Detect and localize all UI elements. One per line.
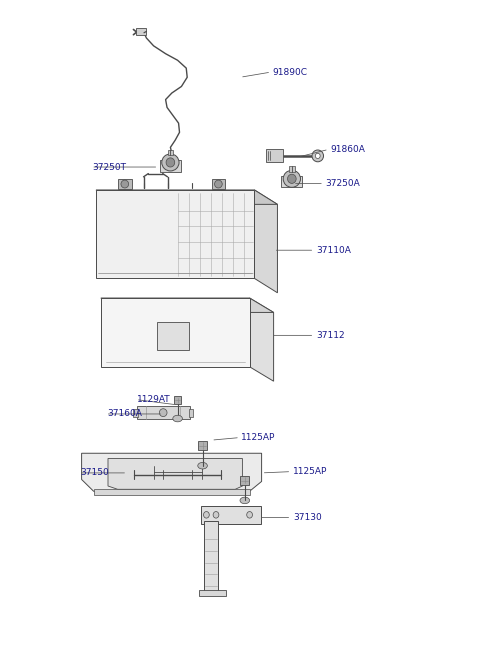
Bar xyxy=(199,590,226,596)
Text: 37150: 37150 xyxy=(81,468,109,477)
Text: 37160A: 37160A xyxy=(107,409,142,419)
Ellipse shape xyxy=(215,180,222,188)
Ellipse shape xyxy=(283,170,300,187)
Text: 91890C: 91890C xyxy=(273,67,308,77)
Polygon shape xyxy=(108,458,242,489)
Bar xyxy=(189,409,193,417)
Ellipse shape xyxy=(159,409,167,417)
Bar xyxy=(157,322,189,350)
Text: 1125AP: 1125AP xyxy=(293,467,327,476)
Ellipse shape xyxy=(312,150,324,162)
Text: 37250A: 37250A xyxy=(325,179,360,188)
Polygon shape xyxy=(101,298,274,312)
Bar xyxy=(101,298,250,367)
Bar xyxy=(133,409,138,417)
Text: 37250T: 37250T xyxy=(93,162,127,172)
Text: 1125AP: 1125AP xyxy=(241,433,276,442)
Ellipse shape xyxy=(173,415,182,422)
Ellipse shape xyxy=(315,153,320,159)
Bar xyxy=(94,489,250,495)
Ellipse shape xyxy=(121,180,129,188)
Bar xyxy=(137,406,190,419)
Bar xyxy=(174,396,181,404)
Bar xyxy=(289,166,295,172)
Ellipse shape xyxy=(204,512,209,518)
Bar xyxy=(118,179,132,189)
Bar xyxy=(281,176,302,187)
Text: 1129AT: 1129AT xyxy=(137,395,171,404)
Text: 37110A: 37110A xyxy=(316,246,351,255)
Polygon shape xyxy=(82,453,262,491)
Ellipse shape xyxy=(166,158,175,167)
Bar xyxy=(201,506,261,524)
Ellipse shape xyxy=(247,512,252,518)
Text: 37130: 37130 xyxy=(293,513,322,522)
Polygon shape xyxy=(96,190,277,204)
Bar xyxy=(136,28,146,35)
Text: 37112: 37112 xyxy=(316,331,345,340)
Ellipse shape xyxy=(240,497,250,504)
Polygon shape xyxy=(254,190,277,293)
Ellipse shape xyxy=(213,512,219,518)
Bar xyxy=(204,521,218,593)
Bar xyxy=(212,179,225,189)
Bar xyxy=(96,190,254,278)
Polygon shape xyxy=(250,298,274,381)
Ellipse shape xyxy=(288,174,296,183)
Bar xyxy=(168,150,173,155)
Ellipse shape xyxy=(162,154,179,171)
Text: 91860A: 91860A xyxy=(330,145,365,154)
Bar xyxy=(198,441,207,450)
Bar xyxy=(266,149,283,162)
Bar xyxy=(240,476,249,485)
Ellipse shape xyxy=(198,462,207,469)
Bar xyxy=(160,160,181,172)
